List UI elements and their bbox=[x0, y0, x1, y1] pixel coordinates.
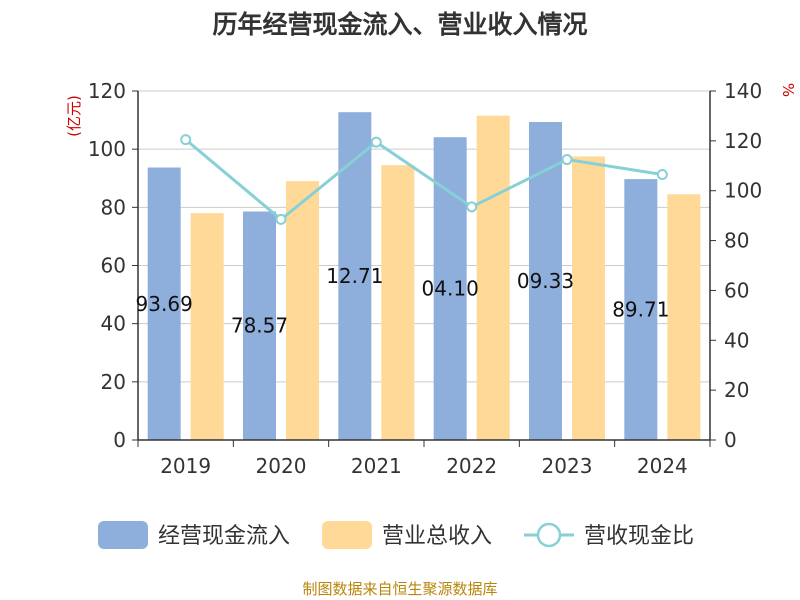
left-axis-unit: (亿元) bbox=[65, 95, 83, 137]
axes: 0 20 40 60 80 100 120 0 20 40 60 80 100 120 140 2019 202… bbox=[88, 79, 762, 478]
x-tick-label: 2019 bbox=[160, 454, 211, 478]
bar-data-label: 93.69 bbox=[136, 292, 193, 316]
right-tick-label: 100 bbox=[724, 179, 762, 203]
x-tick-label: 2021 bbox=[351, 454, 402, 478]
bar-revenue bbox=[190, 213, 224, 440]
ratio-point bbox=[466, 201, 478, 213]
right-tick-label: 20 bbox=[724, 378, 749, 402]
bar-data-label: 89.71 bbox=[612, 298, 669, 322]
legend-swatch bbox=[98, 521, 148, 549]
bar-revenue bbox=[572, 156, 605, 440]
left-tick-label: 20 bbox=[101, 370, 126, 394]
bar-revenue bbox=[667, 194, 701, 440]
x-tick-label: 2022 bbox=[446, 454, 497, 478]
left-tick-label: 60 bbox=[101, 254, 126, 278]
right-tick-label: 140 bbox=[724, 79, 762, 103]
right-tick-label: 0 bbox=[724, 428, 737, 452]
legend-marker bbox=[536, 522, 562, 548]
ratio-point bbox=[275, 213, 287, 225]
legend-ratio: 营收现金比 bbox=[524, 522, 694, 549]
bar-revenue bbox=[381, 165, 415, 440]
left-tick-label: 40 bbox=[101, 312, 126, 336]
x-tick-label: 2023 bbox=[542, 454, 593, 478]
bar-data-label: 78.57 bbox=[231, 314, 288, 338]
legend-swatch bbox=[322, 521, 372, 549]
ratio-point bbox=[180, 134, 192, 146]
bar-data-label: 12.71 bbox=[326, 264, 383, 288]
right-tick-label: 60 bbox=[724, 278, 749, 302]
right-axis-unit: % bbox=[779, 83, 797, 97]
legend-label: 营业总收入 bbox=[382, 524, 492, 549]
left-tick-label: 120 bbox=[88, 79, 126, 103]
left-tick-label: 0 bbox=[113, 428, 126, 452]
right-tick-label: 120 bbox=[724, 129, 762, 153]
legend: 经营现金流入 营业总收入 营收现金比 bbox=[98, 521, 694, 549]
source-note: 制图数据来自恒生聚源数据库 bbox=[302, 580, 497, 598]
right-tick-label: 80 bbox=[724, 229, 749, 253]
bar-data-label: 04.10 bbox=[422, 277, 479, 301]
data-labels: 93.69 78.57 12.71 04.10 09.33 89.71 bbox=[136, 264, 670, 338]
ratio-line bbox=[180, 134, 668, 225]
legend-revenue: 营业总收入 bbox=[322, 521, 492, 549]
ratio-point bbox=[370, 136, 382, 148]
bar-cash-inflow bbox=[624, 179, 658, 440]
bar-revenue bbox=[286, 181, 319, 441]
bar-revenue bbox=[476, 115, 510, 441]
bar-cash-inflow bbox=[433, 137, 467, 440]
grid bbox=[138, 90, 710, 441]
ratio-line-path bbox=[184, 138, 663, 222]
left-tick-label: 100 bbox=[88, 137, 126, 161]
ratio-point bbox=[656, 169, 668, 181]
bars bbox=[147, 112, 701, 441]
x-tick-label: 2020 bbox=[256, 454, 307, 478]
left-tick-label: 80 bbox=[101, 195, 126, 219]
legend-label: 营收现金比 bbox=[584, 524, 694, 549]
x-tick-label: 2024 bbox=[637, 454, 688, 478]
bar-cash-inflow bbox=[147, 167, 181, 440]
ratio-point bbox=[561, 154, 573, 166]
bar-cash-inflow bbox=[243, 211, 276, 440]
chart-title: 历年经营现金流入、营业收入情况 bbox=[212, 10, 587, 39]
legend-cash-inflow: 经营现金流入 bbox=[98, 521, 290, 549]
right-tick-label: 40 bbox=[724, 328, 749, 352]
legend-label: 经营现金流入 bbox=[158, 524, 290, 549]
bar-data-label: 09.33 bbox=[517, 269, 574, 293]
